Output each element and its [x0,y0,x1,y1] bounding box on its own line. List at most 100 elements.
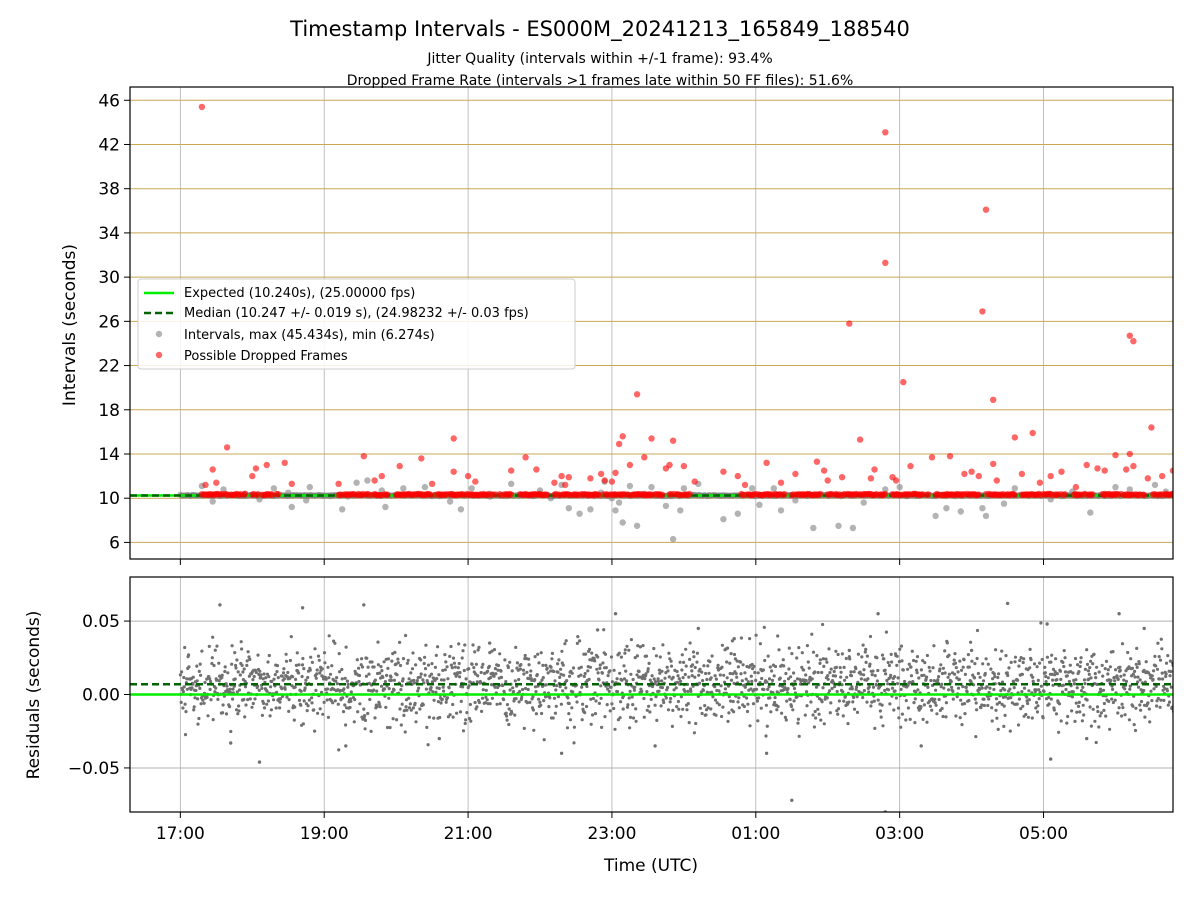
residual-band-point [355,658,359,662]
residual-band-point [980,686,984,690]
residual-band-point [929,678,933,683]
residual-band-point [731,699,735,704]
residual-band-point [723,687,728,691]
residual-band-point [1170,705,1173,709]
residual-band-point [688,641,692,645]
residual-band-point [707,671,711,675]
residual-band-point [739,636,744,640]
residual-band-point [1026,701,1030,706]
bottom-ytick-label-2: 0.05 [82,612,120,632]
residual-band-point [357,666,361,670]
residual-band-point [925,653,930,658]
residual-band-point [912,701,916,705]
residual-point-24 [344,744,348,748]
residual-band-point [915,655,920,659]
residual-band-point [841,714,845,718]
residual-band-point [1036,704,1040,708]
interval-point-9 [306,483,313,491]
residual-band-point [792,686,797,691]
residual-band-point [407,696,411,700]
residual-band-point [467,684,471,688]
residual-band-point [492,674,496,678]
top-ytick-label-5: 26 [98,312,120,332]
residual-band-point [667,651,671,655]
residual-band-point [601,661,605,665]
residual-band-point [1092,652,1096,656]
residual-band-point [596,655,600,659]
dropped-frame-point-27 [562,481,569,489]
residual-band-point [457,661,461,666]
residual-band-point [392,678,396,682]
residual-band-point [680,653,684,657]
residual-band-point [658,655,662,659]
residual-band-point [403,730,407,734]
residual-band-point [275,690,279,695]
residual-band-point [333,699,337,703]
residual-band-point [893,675,897,679]
residual-band-point [994,697,999,701]
residual-band-point [899,687,903,692]
residual-band-point [575,700,579,704]
residual-band-point [377,702,381,706]
residual-band-point [704,713,708,717]
residual-band-point [844,656,848,661]
residual-band-point [756,671,760,675]
residual-band-point [1032,662,1037,666]
residual-band-point [1016,723,1021,727]
residual-band-point [293,685,297,689]
residual-band-point [182,675,186,680]
residual-band-point [209,698,213,702]
residual-band-point [897,660,902,664]
residual-band-point [668,657,672,661]
residual-band-point [1002,724,1006,729]
residual-band-point [580,718,584,722]
residual-band-point [405,708,409,712]
residual-band-point [398,707,402,711]
residual-band-point [821,686,825,690]
residual-band-point [1043,671,1047,675]
residual-band-point [689,689,693,694]
residual-band-point [1152,669,1156,673]
residual-band-point [203,680,207,685]
residual-band-point [435,677,439,681]
dropped-frame-point-86 [1130,338,1137,345]
residual-band-point [996,727,1000,732]
residual-band-point [954,714,958,718]
residual-band-point [399,723,403,727]
residual-band-point [555,684,559,688]
residual-band-point [511,686,515,690]
residual-band-point [1136,680,1140,684]
residual-band-point [240,663,244,668]
residual-band-point [234,708,239,712]
dropped-frame-point-99 [871,466,878,473]
residual-band-point [822,664,826,669]
residual-band-point [282,677,286,681]
residual-band-point [855,685,859,689]
residual-band-point [1075,710,1079,714]
residual-band-point [1059,677,1063,682]
residual-band-point [1091,662,1095,666]
residual-band-point [644,672,648,676]
residual-point-11 [1005,601,1010,606]
residual-band-point [537,661,541,665]
residual-band-point [245,659,249,663]
residual-band-point [757,696,761,700]
residual-band-point [963,712,967,716]
residual-band-point [745,696,749,700]
residual-band-point [926,685,930,690]
residual-band-point [192,708,196,712]
residual-band-point [346,685,350,689]
residual-band-point [716,663,720,667]
residual-band-point [641,644,645,648]
residual-band-point [953,652,957,656]
residual-band-point [367,672,371,676]
top-marks [130,103,1173,543]
residual-band-point [1130,666,1134,670]
residual-band-point [452,661,456,665]
residual-band-point [1025,695,1029,699]
residual-point-12 [1045,622,1049,626]
residual-point-3 [559,751,564,755]
residual-band-point [618,671,622,675]
residual-band-point [884,672,888,676]
